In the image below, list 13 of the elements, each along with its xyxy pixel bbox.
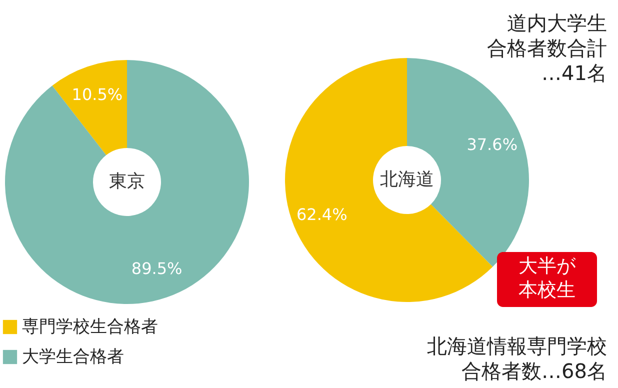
text: 大半が本校生 (518, 255, 576, 301)
legend-label: 大学生合格者 (22, 347, 124, 367)
legend-label: 専門学校生合格者 (22, 317, 158, 337)
data-label: 10.5% (72, 84, 123, 104)
text: 道内大学生合格者数合計…41名 (487, 11, 607, 85)
donut-slice (5, 60, 249, 304)
donut-slice (52, 60, 127, 156)
data-label: 37.6% (466, 135, 518, 154)
text: 東京 (109, 171, 145, 192)
data-label: 89.5% (131, 259, 182, 278)
text: 北海道 (380, 169, 434, 190)
text: 北海道情報専門学校合格者数…68名 (427, 334, 607, 383)
data-label: 62.4% (296, 204, 348, 224)
